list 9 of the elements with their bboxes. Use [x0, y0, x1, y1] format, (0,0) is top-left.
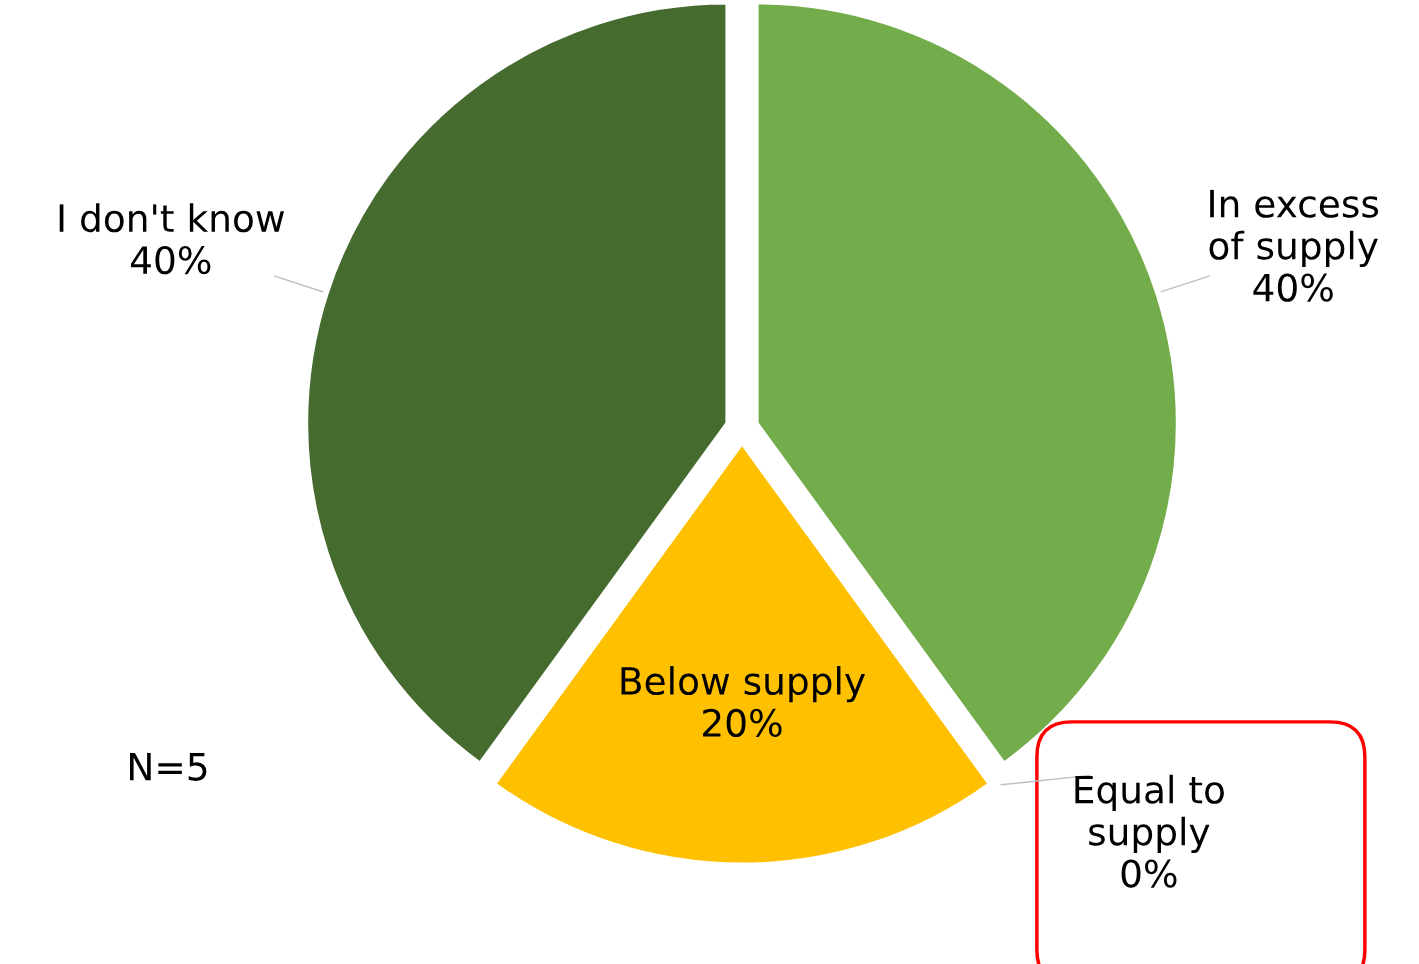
- slice-label: In excess of supply: [1209, 189, 1379, 268]
- legend-label: Equal to supply: [1075, 774, 1224, 854]
- slice-label: I don't know: [59, 203, 284, 233]
- text: N=5: [130, 753, 207, 781]
- data-label: 20%: [703, 708, 782, 738]
- data-label: 40%: [130, 245, 211, 275]
- data-label: 40%: [1253, 273, 1333, 302]
- slice-label: Below supply: [621, 666, 866, 703]
- text: 0%: [1121, 859, 1177, 888]
